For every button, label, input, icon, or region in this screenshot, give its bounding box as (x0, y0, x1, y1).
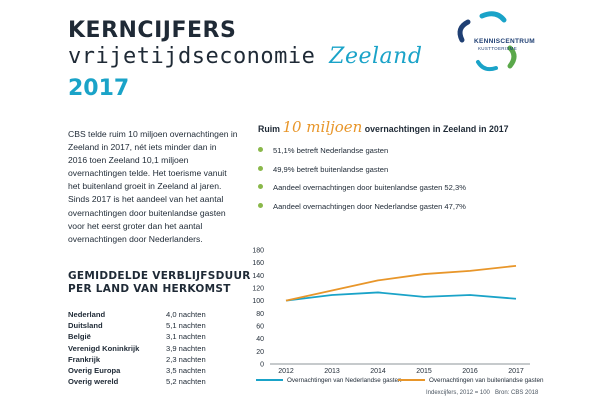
x-tick-label: 2012 (278, 368, 294, 375)
chart-note: Indexcijfers, 2012 = 100 (426, 390, 490, 396)
intro-paragraph: CBS telde ruim 10 miljoen overnachtingen… (68, 129, 238, 244)
chart-source: Bron: CBS 2018 (495, 390, 539, 396)
table-row: Nederland 4,0 nachten (68, 309, 238, 320)
table-row: Duitsland 5,1 nachten (68, 320, 238, 331)
table-row: Overig wereld 5,2 nachten (68, 376, 238, 387)
headline: Ruim 10 miljoen overnachtingen in Zeelan… (258, 118, 509, 136)
logo-name: KENNISCENTRUM (474, 38, 535, 45)
legend-label-dutch: Overnachtingen van Nederlandse gasten (287, 377, 402, 384)
y-tick-label: 100 (252, 298, 264, 305)
legend-swatch-dutch (256, 379, 283, 382)
table-row: Verenigd Koninkrijk 3,9 nachten (68, 343, 238, 354)
list-item: 51,1% betreft Nederlandse gasten (258, 146, 466, 165)
value-cell: 4,0 nachten (166, 310, 206, 320)
headline-highlight: 10 miljoen (282, 118, 363, 136)
list-item-text: Aandeel overnachtingen door buitenlandse… (273, 183, 466, 192)
subtitle-region: Zeeland (329, 44, 423, 69)
y-tick-label: 140 (252, 273, 264, 280)
headline-prefix: Ruim (258, 124, 283, 134)
overnight-stays-line-chart: 0 20 40 60 80 100 120 140 160 180 2012 2013 2014 2015… (252, 248, 530, 375)
y-tick-label: 80 (256, 311, 264, 318)
stay-title-line2: PER LAND VAN HERKOMST (68, 283, 231, 295)
y-tick-label: 0 (260, 362, 264, 369)
value-cell: 5,2 nachten (166, 377, 206, 387)
list-item: 49,9% betreft buitenlandse gasten (258, 165, 466, 184)
key-figures-list: 51,1% betreft Nederlandse gasten 49,9% b… (258, 146, 466, 220)
series-line-foreign (285, 264, 517, 302)
table-row: Frankrijk 2,3 nachten (68, 354, 238, 365)
value-cell: 3,5 nachten (166, 366, 206, 376)
bullet-dot-icon (258, 202, 263, 208)
legend-swatch-foreign (398, 379, 425, 382)
y-tick-label: 60 (256, 324, 264, 331)
value-cell: 3,1 nachten (166, 332, 206, 342)
kenniscentrum-logo-icon (457, 11, 517, 72)
list-item: Aandeel overnachtingen door Nederlandse … (258, 202, 466, 221)
bullet-dot-icon (258, 184, 263, 189)
x-tick-label: 2017 (508, 368, 524, 375)
country-cell: Frankrijk (68, 354, 101, 364)
y-tick-label: 20 (256, 349, 264, 356)
x-tick-label: 2013 (324, 368, 340, 375)
list-item: Aandeel overnachtingen door buitenlandse… (258, 183, 466, 202)
value-cell: 3,9 nachten (166, 343, 206, 353)
headline-suffix: overnachtingen in Zeeland in 2017 (362, 124, 509, 134)
country-cell: Duitsland (68, 321, 103, 331)
page-year: 2017 (68, 76, 130, 101)
value-cell: 2,3 nachten (166, 354, 206, 364)
legend-label-foreign: Overnachtingen van buitenlandse gasten (429, 377, 544, 384)
stay-duration-title: GEMIDDELDE VERBLIJFSDUUR PER LAND VAN HE… (68, 270, 251, 296)
stay-title-line1: GEMIDDELDE VERBLIJFSDUUR (68, 270, 251, 282)
country-cell: Overig Europa (68, 366, 121, 376)
y-tick-label: 120 (252, 286, 264, 293)
y-tick-label: 40 (256, 336, 264, 343)
country-cell: België (68, 332, 91, 342)
y-tick-label: 180 (252, 248, 264, 255)
bullet-dot-icon (258, 165, 263, 171)
x-tick-label: 2016 (462, 368, 478, 375)
page-title: KERNCIJFERS (68, 18, 237, 43)
bullet-dot-icon (258, 147, 263, 152)
list-item-text: 51,1% betreft Nederlandse gasten (273, 146, 389, 155)
logo-subname: KUSTTOERISME (478, 46, 518, 51)
x-tick-label: 2014 (370, 368, 386, 375)
country-cell: Nederland (68, 310, 106, 320)
series-line-dutch (285, 291, 517, 302)
list-item-text: Aandeel overnachtingen door Nederlandse … (273, 201, 466, 211)
y-tick-label: 160 (252, 260, 264, 267)
list-item-text: 49,9% betreft buitenlandse gasten (273, 164, 389, 174)
subtitle-text: vrijetijdseconomie (68, 44, 330, 69)
country-cell: Overig wereld (68, 377, 119, 387)
country-cell: Verenigd Koninkrijk (68, 343, 140, 353)
table-row: België 3,1 nachten (68, 331, 238, 342)
legend-foreign: Overnachtingen van buitenlandse gasten (398, 377, 543, 384)
table-row: Overig Europa 3,5 nachten (68, 365, 238, 376)
page-subtitle: vrijetijdseconomie Zeeland (68, 44, 422, 69)
x-tick-label: 2015 (416, 368, 432, 375)
value-cell: 5,1 nachten (166, 321, 206, 331)
stay-duration-table: Nederland 4,0 nachten Duitsland 5,1 nachte… (68, 309, 238, 387)
legend-dutch: Overnachtingen van Nederlandse gasten (256, 377, 401, 384)
